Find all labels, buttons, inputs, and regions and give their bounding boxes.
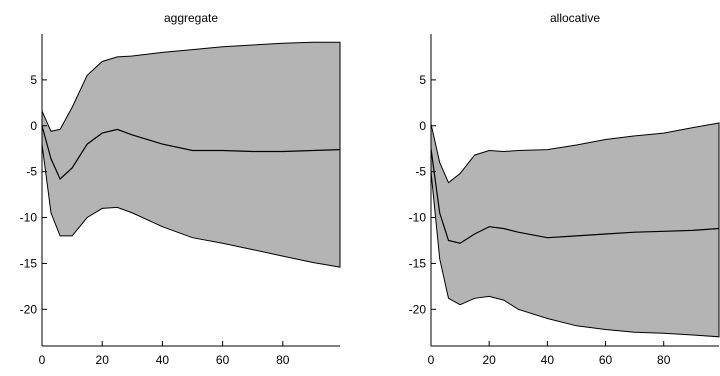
y-tick-label: -20: [409, 302, 427, 316]
chart-panel-1: 5 0 -5 -10 -15 -20 0 20 40 60 80 aggregate: [20, 11, 341, 367]
x-tick-label: 0: [39, 353, 46, 367]
y-tick-label: -15: [409, 256, 427, 270]
x-tick-label: 60: [599, 353, 613, 367]
chart-title: aggregate: [164, 11, 218, 25]
confidence-band: [41, 41, 341, 268]
x-tick-label: 60: [216, 353, 230, 367]
median-line: [430, 148, 720, 244]
y-tick-label: -10: [409, 211, 427, 225]
confidence-band: [430, 122, 720, 338]
x-tick-label: 40: [156, 353, 170, 367]
y-tick-label: 0: [30, 119, 37, 133]
x-tick-label: 80: [657, 353, 671, 367]
x-tick-label: 40: [541, 353, 555, 367]
y-tick-label: 5: [30, 73, 37, 87]
chart-panel-2: 5 0 -5 -10 -15 -20 0 20 40 60 80 allocative: [409, 11, 720, 367]
y-tick-label: -15: [20, 256, 38, 270]
y-tick-label: -10: [20, 211, 38, 225]
x-tick-label: 20: [483, 353, 497, 367]
y-tick-label: -20: [20, 302, 38, 316]
y-tick-label: 5: [419, 73, 426, 87]
x-tick-label: 20: [96, 353, 110, 367]
y-tick-label: 0: [419, 119, 426, 133]
x-tick-label: 0: [428, 353, 435, 367]
chart-title: allocative: [550, 11, 600, 25]
y-tick-label: -5: [415, 165, 426, 179]
x-tick-label: 80: [276, 353, 290, 367]
median-line: [41, 125, 341, 181]
y-tick-label: -5: [26, 165, 37, 179]
